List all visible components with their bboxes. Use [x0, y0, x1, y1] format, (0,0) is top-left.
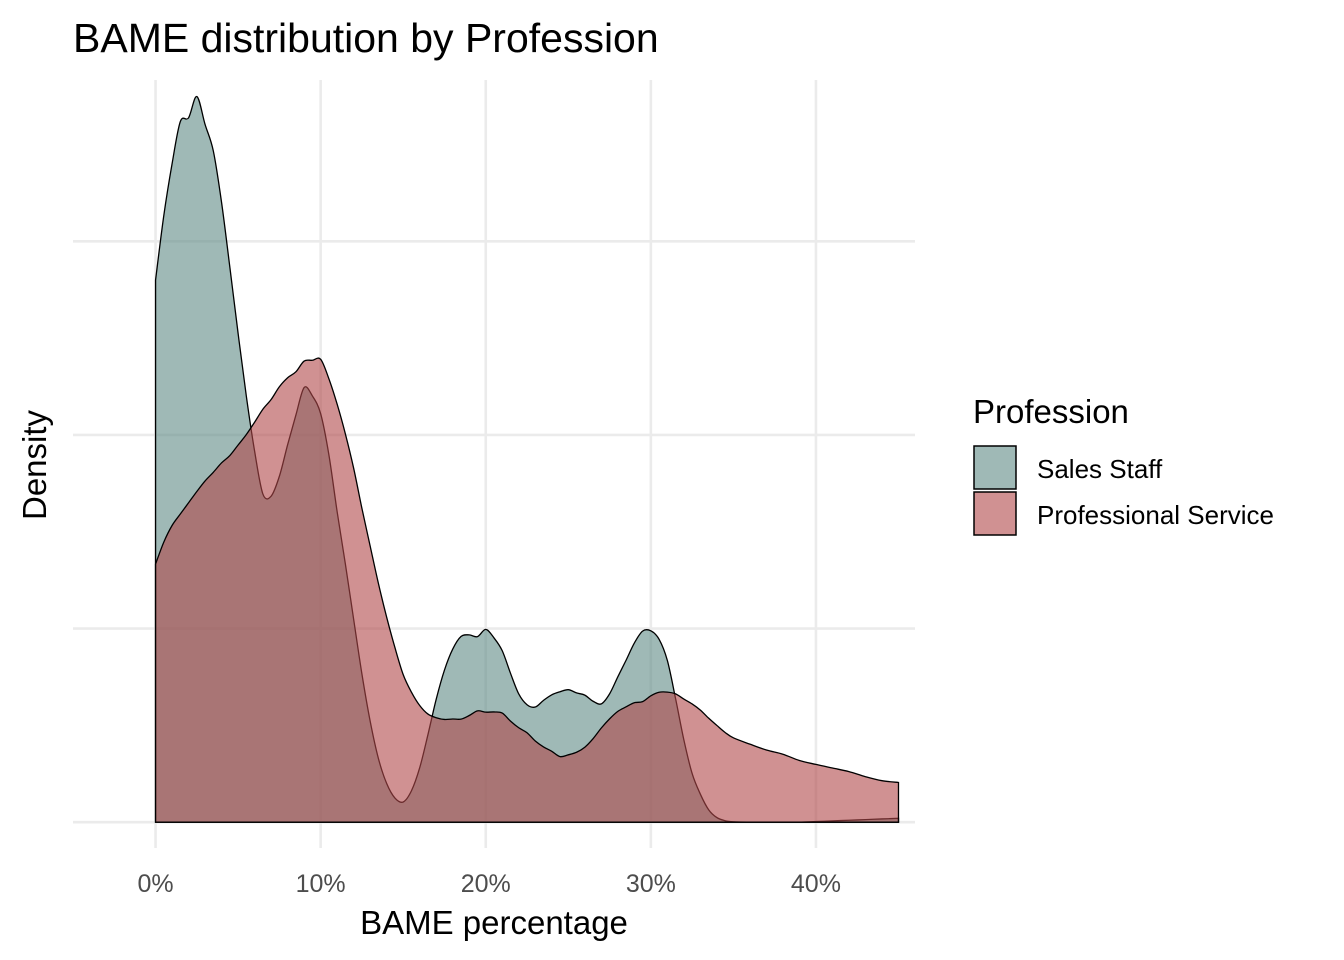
x-tick-label: 30%: [626, 870, 676, 898]
y-axis-title: Density: [16, 409, 53, 520]
legend-label-sales-staff: Sales Staff: [1037, 454, 1163, 484]
density-area-professional-service: [154, 357, 900, 823]
x-tick-label: 10%: [296, 870, 346, 898]
chart-title: BAME distribution by Profession: [73, 15, 659, 61]
x-axis-ticks: 0% 10% 20% 30% 40%: [137, 870, 840, 898]
x-tick-label: 20%: [461, 870, 511, 898]
legend-key-professional-service: [973, 491, 1017, 536]
x-tick-label: 40%: [791, 870, 841, 898]
legend: Profession Sales Staff Professional Servi…: [973, 393, 1274, 536]
legend-title: Profession: [973, 393, 1129, 430]
density-areas: [154, 95, 900, 823]
x-tick-label: 0%: [137, 870, 173, 898]
legend-key-sales-staff: [973, 445, 1017, 490]
x-axis-title: BAME percentage: [360, 904, 628, 941]
legend-label-professional-service: Professional Service: [1037, 500, 1274, 530]
